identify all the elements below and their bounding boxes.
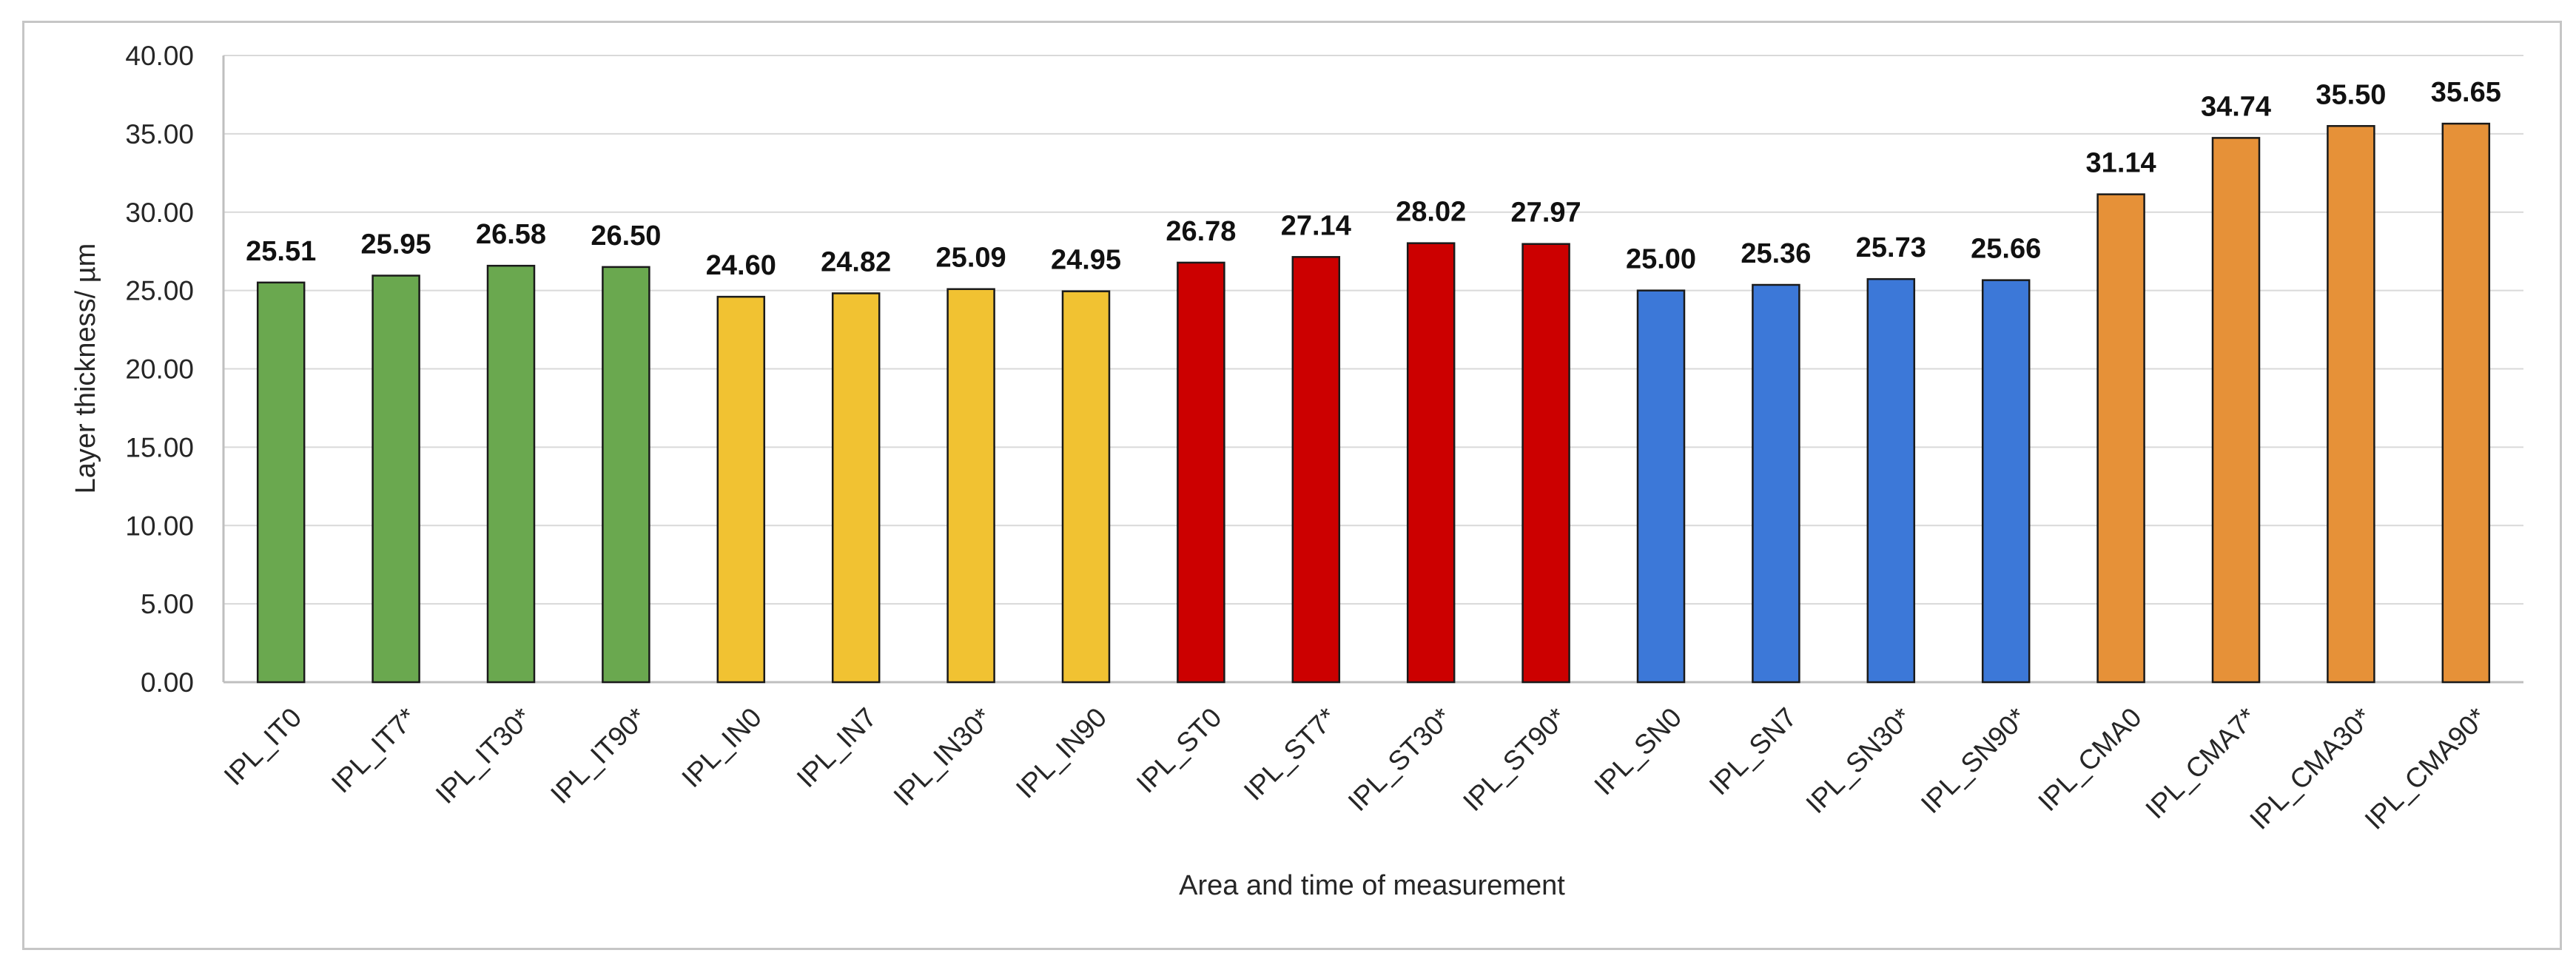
x-tick-label: IPL_SN7 — [1704, 702, 1803, 801]
data-label: 31.14 — [2086, 148, 2156, 179]
x-axis-ticks: IPL_IT0 IPL_IT7* IPL_IT30* IPL_IT90* IPL_IN0… — [218, 702, 2492, 835]
x-tick-label: IPL_ST0 — [1131, 702, 1228, 799]
x-tick-label: IPL_IN30* — [887, 702, 997, 812]
x-tick-label: IPL_SN90* — [1915, 702, 2032, 819]
y-tick-label: 0.00 — [141, 667, 194, 698]
bar — [1177, 261, 1225, 684]
bar — [946, 288, 995, 684]
bar — [1521, 243, 1570, 684]
bars — [256, 122, 2491, 684]
y-tick-label: 40.00 — [125, 41, 194, 71]
x-tick-label: IPL_CMA7* — [2139, 702, 2262, 825]
x-tick-label: IPL_IN90 — [1010, 702, 1112, 804]
bar — [831, 292, 881, 684]
x-tick-label: IPL_IT7* — [326, 702, 423, 799]
bar — [1636, 289, 1686, 684]
data-label: 35.50 — [2316, 79, 2386, 110]
bar — [486, 264, 536, 684]
x-tick-label: IPL_IT0 — [218, 702, 308, 792]
x-tick-label: IPL_ST7* — [1238, 702, 1342, 806]
data-label: 25.51 — [246, 236, 316, 267]
bar — [1866, 277, 1916, 684]
data-label: 26.58 — [476, 219, 546, 250]
data-label: 25.36 — [1741, 238, 1811, 269]
x-axis-title: Area and time of measurement — [1179, 870, 1565, 901]
data-label: 26.50 — [591, 220, 661, 252]
data-label: 27.97 — [1511, 198, 1581, 229]
y-axis-title: Layer thickness/ µm — [70, 243, 101, 494]
data-label: 24.95 — [1051, 245, 1121, 276]
data-label: 25.66 — [1971, 234, 2041, 265]
bar — [1291, 256, 1341, 684]
bar — [716, 295, 766, 684]
bar — [1061, 290, 1111, 684]
data-label: 27.14 — [1281, 210, 1351, 241]
y-tick-label: 35.00 — [125, 119, 194, 149]
bar — [2211, 137, 2261, 684]
data-label: 34.74 — [2201, 91, 2271, 122]
bar — [2096, 193, 2145, 684]
x-tick-label: IPL_IT30* — [430, 702, 537, 809]
y-axis-ticks: 0.00 5.00 10.00 15.00 20.00 25.00 30.00 35.00 40… — [125, 41, 194, 698]
y-tick-label: 20.00 — [125, 354, 194, 385]
data-label: 35.65 — [2431, 77, 2501, 108]
x-tick-label: IPL_ST30* — [1342, 702, 1458, 818]
data-label: 28.02 — [1396, 197, 1466, 228]
data-label: 24.60 — [706, 250, 776, 281]
x-tick-label: IPL_IN0 — [676, 702, 767, 794]
y-tick-label: 10.00 — [125, 511, 194, 541]
x-tick-label: IPL_SN30* — [1800, 702, 1917, 819]
x-tick-label: IPL_IT90* — [545, 702, 652, 809]
bar — [371, 275, 420, 684]
x-tick-label: IPL_SN0 — [1588, 702, 1687, 801]
data-label: 25.73 — [1856, 232, 1926, 263]
x-tick-label: IPL_CMA0 — [2032, 702, 2148, 818]
bar — [1981, 279, 2031, 684]
x-tick-label: IPL_IN7 — [791, 702, 883, 794]
bar — [1752, 283, 1800, 684]
bar — [256, 281, 306, 684]
y-tick-label: 5.00 — [141, 589, 194, 619]
data-label: 25.00 — [1626, 244, 1696, 275]
data-label: 24.82 — [821, 246, 891, 277]
data-labels: 25.51 25.95 26.58 26.50 24.60 24.82 25.09 24.95… — [246, 77, 2501, 281]
bar — [1406, 242, 1456, 684]
y-tick-label: 25.00 — [125, 276, 194, 306]
x-tick-label: IPL_CMA30* — [2244, 702, 2377, 835]
x-tick-label: IPL_CMA90* — [2359, 702, 2492, 835]
bar — [2327, 125, 2375, 684]
y-tick-label: 15.00 — [125, 432, 194, 462]
data-label: 26.78 — [1166, 216, 1236, 247]
data-label: 25.95 — [361, 229, 431, 260]
bar — [2441, 122, 2491, 684]
data-label: 25.09 — [936, 243, 1006, 274]
x-tick-label: IPL_ST90* — [1457, 702, 1573, 818]
gridlines — [222, 55, 2523, 684]
y-tick-label: 30.00 — [125, 198, 194, 228]
bar — [602, 266, 650, 684]
